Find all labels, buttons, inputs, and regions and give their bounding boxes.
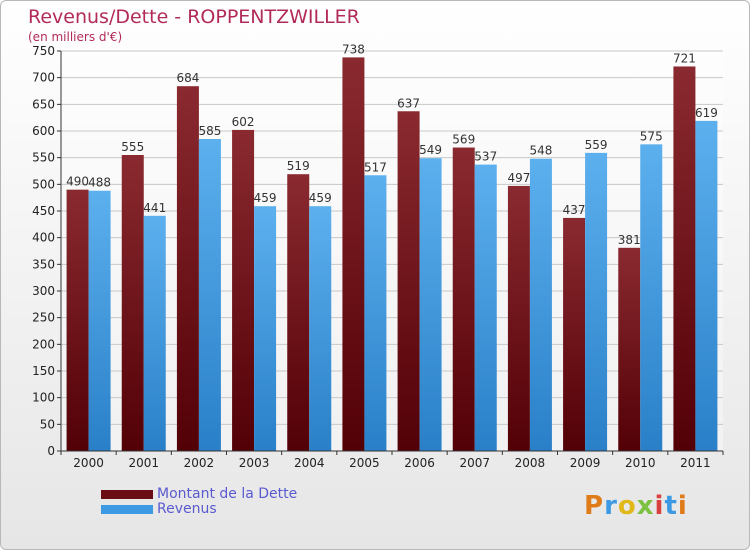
bar-dette <box>66 189 89 451</box>
data-label-revenus: 619 <box>695 106 718 120</box>
bar-revenus <box>419 158 442 451</box>
data-label-dette: 684 <box>176 71 199 85</box>
data-label-revenus: 537 <box>474 150 497 164</box>
x-tick-label: 2007 <box>459 456 490 470</box>
chart-title: Revenus/Dette - ROPPENTZWILLER <box>28 6 360 28</box>
bar-dette <box>121 155 144 451</box>
x-tick-label: 2002 <box>184 456 215 470</box>
chart-subtitle: (en milliers d'€) <box>28 30 123 44</box>
y-tick-label: 650 <box>32 97 55 111</box>
y-tick-label: 750 <box>32 44 55 58</box>
x-tick-label: 2009 <box>570 456 601 470</box>
data-label-revenus: 559 <box>585 138 608 152</box>
data-label-revenus: 517 <box>364 160 387 174</box>
data-label-revenus: 549 <box>419 143 442 157</box>
y-tick-label: 500 <box>32 177 55 191</box>
bar-revenus <box>474 164 497 451</box>
data-label-dette: 602 <box>232 115 255 129</box>
x-tick-label: 2005 <box>349 456 380 470</box>
x-tick-label: 2003 <box>239 456 270 470</box>
legend-label-revenus: Revenus <box>157 501 217 517</box>
y-tick-label: 100 <box>32 391 55 405</box>
proxiti-logo: Proxiti <box>584 491 688 521</box>
data-label-dette: 721 <box>673 51 696 65</box>
x-tick-label: 2004 <box>294 456 325 470</box>
bar-revenus <box>143 215 166 451</box>
bar-dette <box>618 247 641 451</box>
bar-revenus <box>529 158 552 451</box>
y-tick-label: 700 <box>32 71 55 85</box>
x-tick-label: 2001 <box>128 456 159 470</box>
bar-dette <box>176 86 199 451</box>
data-label-dette: 497 <box>507 171 530 185</box>
bar-dette <box>342 57 365 452</box>
bar-dette <box>507 185 530 451</box>
x-tick-label: 2000 <box>73 456 104 470</box>
bar-dette <box>397 111 420 452</box>
bar-dette <box>232 129 255 451</box>
y-tick-label: 150 <box>32 364 55 378</box>
data-label-dette: 381 <box>618 233 641 247</box>
x-tick-label: 2006 <box>404 456 435 470</box>
y-tick-label: 450 <box>32 204 55 218</box>
bar-revenus <box>309 206 332 451</box>
bar-revenus <box>254 206 277 451</box>
bar-revenus <box>88 190 111 451</box>
data-label-dette: 637 <box>397 96 420 110</box>
y-tick-label: 50 <box>40 417 55 431</box>
data-label-revenus: 488 <box>88 176 111 190</box>
y-tick-label: 0 <box>47 444 55 458</box>
data-label-dette: 437 <box>563 203 586 217</box>
data-label-dette: 555 <box>121 140 144 154</box>
bar-revenus <box>640 144 663 452</box>
data-label-dette: 490 <box>66 175 89 189</box>
x-tick-label: 2011 <box>680 456 711 470</box>
bar-revenus <box>695 120 718 451</box>
y-tick-label: 350 <box>32 257 55 271</box>
legend-swatch-dette <box>101 490 153 499</box>
legend-swatch-revenus <box>101 505 153 514</box>
bar-dette <box>287 174 310 451</box>
y-tick-label: 400 <box>32 231 55 245</box>
y-tick-label: 550 <box>32 151 55 165</box>
x-tick-label: 2010 <box>625 456 656 470</box>
bar-revenus <box>364 175 387 451</box>
legend-label-dette: Montant de la Dette <box>157 486 298 502</box>
bar-revenus <box>585 152 608 451</box>
bar-revenus <box>198 139 221 451</box>
data-label-revenus: 585 <box>198 124 221 138</box>
data-label-revenus: 575 <box>640 129 663 143</box>
bar-dette <box>673 66 696 451</box>
y-tick-label: 250 <box>32 311 55 325</box>
bar-dette <box>563 217 586 451</box>
data-label-dette: 738 <box>342 42 365 56</box>
plot-area <box>61 51 723 451</box>
data-label-revenus: 441 <box>143 201 166 215</box>
data-label-revenus: 459 <box>309 191 332 205</box>
data-label-dette: 569 <box>452 133 475 147</box>
x-tick-label: 2008 <box>515 456 546 470</box>
bar-dette <box>452 147 475 452</box>
data-label-revenus: 548 <box>529 144 552 158</box>
y-tick-label: 600 <box>32 124 55 138</box>
data-label-revenus: 459 <box>254 191 277 205</box>
y-tick-label: 300 <box>32 284 55 298</box>
y-tick-label: 200 <box>32 337 55 351</box>
data-label-dette: 519 <box>287 159 310 173</box>
